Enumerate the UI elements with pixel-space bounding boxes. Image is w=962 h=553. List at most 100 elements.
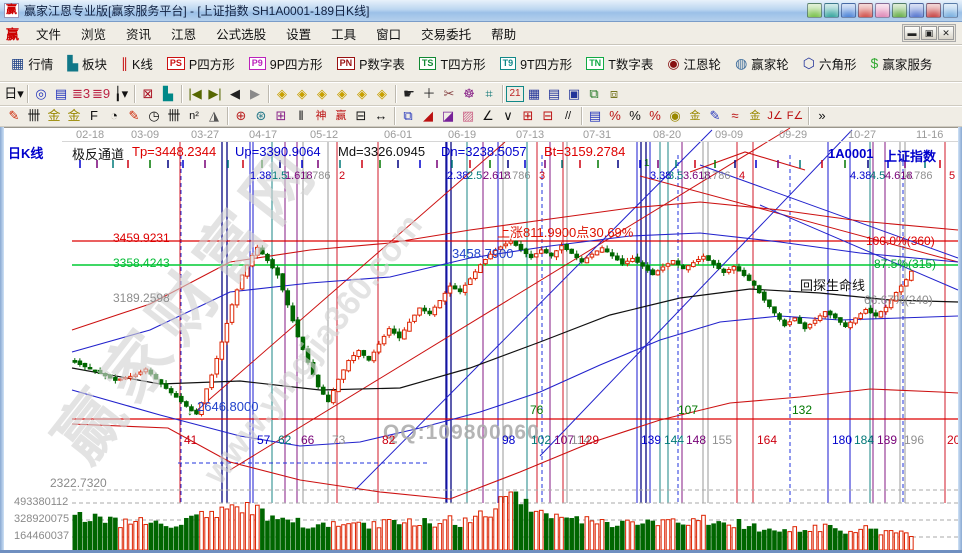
fan-box-icon[interactable]: ◪ — [441, 108, 455, 123]
gold-circle-tool-icon[interactable]: ◔ — [110, 108, 118, 123]
teal-pattern-icon[interactable]: ⌗ — [485, 85, 493, 101]
n-square-icon[interactable]: n² — [189, 110, 199, 122]
memo-icon[interactable]: ▤ — [547, 85, 561, 101]
time-cycle-icon[interactable]: ◷ — [148, 108, 160, 123]
kline-button[interactable]: ∥ K线 — [114, 51, 160, 76]
quotes-button[interactable]: ▦ 行情 — [4, 51, 60, 76]
menu-item-8[interactable]: 窗口 — [376, 27, 402, 42]
blue-box-icon[interactable]: ⧉ — [403, 108, 413, 123]
t9-square-button[interactable]: T9 9T四方形 — [493, 51, 580, 76]
color-chart-icon[interactable]: ▙ — [163, 85, 173, 101]
menu-item-2[interactable]: 浏览 — [81, 27, 107, 42]
diamond-hrange-icon[interactable]: ◈ — [317, 85, 327, 101]
skin-button-lime[interactable] — [892, 3, 907, 18]
next-bar-icon[interactable]: ▶ — [250, 85, 260, 101]
gold-lines-icon[interactable]: 金 — [47, 108, 61, 123]
compass-red-icon[interactable]: ⊕ — [235, 108, 247, 123]
more-tools-icon[interactable]: » — [818, 108, 826, 123]
angle-ruler-icon[interactable]: ◮ — [209, 108, 219, 123]
ying-tool-icon[interactable]: 赢 — [335, 110, 347, 122]
f-combo-icon[interactable]: F — [90, 108, 98, 123]
diamond-vrange-icon[interactable]: ◈ — [357, 85, 367, 101]
gann-comb-icon[interactable]: 卌 — [27, 108, 41, 123]
brush-icon[interactable]: ✎ — [8, 108, 20, 123]
quote-text-icon[interactable]: ▤ — [588, 108, 602, 123]
note-icon[interactable]: ▤ — [54, 85, 68, 101]
hand-tool-icon[interactable]: ☛ — [403, 85, 415, 101]
diamond-compress-icon[interactable]: ◈ — [337, 85, 347, 101]
skin-button-red[interactable] — [858, 3, 873, 18]
ruler123-icon[interactable]: ⊟ — [355, 108, 367, 123]
gold-mark-icon[interactable]: 金 — [749, 110, 761, 122]
net-pc-icon[interactable]: ⧈ — [609, 85, 619, 101]
last-bar-icon[interactable]: ▶| — [208, 85, 222, 101]
blue-pencil-icon[interactable]: ✎ — [709, 108, 721, 123]
close-button[interactable]: ✕ — [938, 26, 954, 40]
pct-wave-icon[interactable]: % — [609, 108, 621, 123]
menu-item-4[interactable]: 江恩 — [171, 27, 197, 42]
diamond-full-icon[interactable]: ◈ — [377, 85, 387, 101]
p-square-button[interactable]: PS P四方形 — [160, 51, 242, 76]
menu-item-9[interactable]: 交易委托 — [421, 27, 472, 42]
zigzag-icon[interactable]: ∨ — [503, 108, 513, 123]
winner-wheel-button[interactable]: ◍ 赢家轮 — [728, 51, 796, 76]
skin-button-pink[interactable] — [875, 3, 890, 18]
restore-button[interactable]: ▣ — [921, 26, 937, 40]
angle-lines-icon[interactable]: ∠ — [482, 108, 494, 123]
red-grid-icon[interactable]: ⊞ — [522, 108, 534, 123]
menu-item-5[interactable]: 公式选股 — [216, 27, 267, 42]
gann-wheel-button[interactable]: ◉ 江恩轮 — [660, 51, 728, 76]
gold-bar-icon[interactable]: 金 — [689, 110, 701, 122]
title-bar[interactable]: 赢 赢家江恩专业版[赢家服务平台] - [上证指数 SH1A0001-189日K… — [0, 0, 962, 22]
compass-teal-icon[interactable]: ⊛ — [255, 108, 267, 123]
diamond-left-icon[interactable]: ◈ — [277, 85, 287, 101]
skin-button-sky[interactable] — [943, 3, 958, 18]
calculator-icon[interactable]: ▦ — [527, 85, 541, 101]
red-grid2-icon[interactable]: ⊟ — [542, 108, 554, 123]
skin-button-green[interactable] — [807, 3, 822, 18]
pct-line-icon[interactable]: % — [649, 108, 661, 123]
gold-target-icon[interactable]: ◉ — [669, 108, 681, 123]
t-table-button[interactable]: TN T数字表 — [579, 51, 660, 76]
menu-item-7[interactable]: 工具 — [331, 27, 357, 42]
candle-style-icon[interactable]: ╽▾ — [113, 85, 129, 101]
sectors-button[interactable]: ▙ 板块 — [60, 51, 114, 76]
grid-target-icon[interactable]: ⊞ — [275, 108, 287, 123]
pct-icon[interactable]: % — [629, 108, 641, 123]
menu-item-3[interactable]: 资讯 — [126, 27, 152, 42]
calendar-21-icon[interactable]: 21 — [506, 85, 524, 102]
save-icon[interactable]: ▣ — [567, 85, 581, 101]
f-angle-icon[interactable]: F∠ — [786, 110, 804, 122]
red-brush-icon[interactable]: ✎ — [128, 108, 140, 123]
net-sync-icon[interactable]: ⧉ — [589, 85, 599, 101]
pattern3-icon[interactable]: ≣3 — [71, 85, 91, 101]
skin-button-crimson[interactable] — [926, 3, 941, 18]
wave-mark-icon[interactable]: ǁ — [298, 108, 304, 123]
wave-circle-icon[interactable]: ◎ — [35, 85, 47, 101]
menu-item-6[interactable]: 设置 — [286, 27, 312, 42]
comb2-icon[interactable]: 卌 — [167, 108, 181, 123]
measure-icon[interactable]: ↔ — [374, 108, 388, 123]
menu-item-10[interactable]: 帮助 — [491, 27, 517, 42]
t-square-button[interactable]: TS T四方形 — [412, 51, 493, 76]
gold-lines2-icon[interactable]: 金 — [67, 108, 81, 123]
hexagon-button[interactable]: ⬡ 六角形 — [796, 51, 864, 76]
red-frame-icon[interactable]: ⊠ — [142, 85, 154, 101]
parallel-lines-icon[interactable]: // — [564, 110, 572, 122]
pattern9-icon[interactable]: ≣9 — [91, 85, 111, 101]
p-table-button[interactable]: PN P数字表 — [330, 51, 412, 76]
crosshair-icon[interactable]: ＋ — [422, 85, 436, 101]
j-angle-icon[interactable]: J∠ — [767, 110, 783, 122]
skin-button-indigo[interactable] — [909, 3, 924, 18]
minimize-button[interactable]: ▬ — [904, 26, 920, 40]
red-fan-icon[interactable]: ◢ — [423, 108, 433, 123]
p9-square-button[interactable]: P9 9P四方形 — [242, 51, 330, 76]
first-bar-icon[interactable]: |◀ — [188, 85, 202, 101]
diamond-right-icon[interactable]: ◈ — [297, 85, 307, 101]
shen-tool-icon[interactable]: 神 — [315, 110, 327, 122]
winner-service-button[interactable]: $ 赢家服务 — [864, 51, 940, 76]
hatch-box-icon[interactable]: ▨ — [461, 108, 475, 123]
skin-button-teal[interactable] — [824, 3, 839, 18]
cut-icon[interactable]: ✂ — [443, 85, 455, 101]
